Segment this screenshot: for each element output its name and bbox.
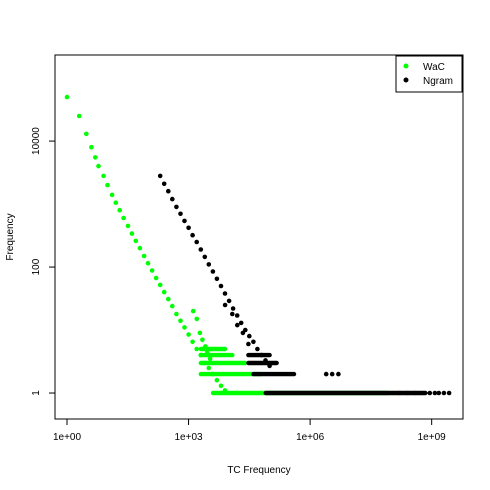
- data-point: [182, 325, 187, 330]
- y-tick-label: 1: [31, 390, 42, 396]
- data-point: [432, 390, 438, 396]
- data-point: [157, 173, 163, 179]
- data-point: [153, 275, 159, 281]
- data-point: [170, 303, 175, 309]
- data-point: [218, 383, 224, 389]
- legend-marker-wac: [403, 63, 409, 69]
- data-point: [178, 318, 183, 324]
- data-point: [113, 200, 119, 205]
- data-point: [76, 113, 82, 119]
- legend: WaC Ngram: [395, 55, 463, 93]
- plot-frame: [54, 54, 464, 420]
- data-point: [121, 215, 126, 221]
- data-point: [129, 231, 135, 236]
- x-tick-label: 1e+00: [53, 432, 82, 443]
- data-point: [174, 204, 179, 210]
- data-point: [166, 296, 171, 302]
- data-point: [190, 308, 196, 314]
- data-point: [214, 377, 220, 383]
- data-point: [186, 225, 191, 231]
- data-point: [89, 144, 94, 150]
- data-point: [207, 356, 213, 362]
- data-point: [206, 262, 212, 267]
- data-point: [145, 260, 151, 266]
- data-point: [149, 268, 155, 273]
- plot-points: [64, 94, 452, 396]
- data-point: [222, 291, 228, 296]
- data-point: [125, 223, 131, 229]
- data-point: [93, 155, 98, 160]
- legend-marker-ngram: [403, 77, 409, 83]
- data-point: [206, 365, 212, 371]
- data-point: [133, 238, 139, 244]
- data-point: [323, 371, 329, 377]
- data-point: [186, 332, 191, 337]
- legend-label-ngram: Ngram: [423, 76, 453, 87]
- data-point: [251, 339, 256, 345]
- data-point: [235, 322, 240, 328]
- data-point: [105, 182, 110, 188]
- data-point: [336, 371, 341, 377]
- data-point: [446, 390, 452, 396]
- data-point: [427, 390, 433, 396]
- data-point: [141, 253, 147, 259]
- y-tick-label: 100: [31, 258, 42, 275]
- data-point: [194, 346, 199, 352]
- data-point: [101, 173, 106, 179]
- data-point: [174, 311, 179, 317]
- data-point: [238, 320, 244, 326]
- data-point: [230, 306, 236, 311]
- data-point: [166, 188, 171, 194]
- series-ngram: [157, 173, 452, 396]
- data-point: [214, 276, 220, 282]
- legend-label-wac: WaC: [423, 62, 445, 73]
- data-point: [96, 163, 101, 169]
- data-point: [194, 316, 200, 322]
- data-point: [182, 218, 187, 224]
- data-point: [194, 239, 199, 245]
- x-tick-label: 1e+06: [296, 432, 325, 443]
- data-point: [64, 94, 70, 100]
- data-point: [255, 346, 260, 352]
- data-point: [197, 330, 203, 336]
- data-point: [210, 269, 216, 274]
- legend-box: [395, 55, 463, 93]
- data-point: [226, 298, 232, 304]
- data-point: [222, 302, 228, 308]
- data-point: [170, 196, 175, 202]
- data-point: [234, 313, 240, 318]
- y-axis: 1 100 10000: [31, 127, 55, 396]
- x-tick-label: 1e+03: [175, 432, 204, 443]
- data-point: [190, 339, 195, 345]
- data-point: [240, 330, 246, 336]
- data-point: [161, 181, 167, 187]
- data-point: [218, 283, 224, 289]
- data-point: [230, 311, 235, 317]
- data-point: [329, 371, 335, 377]
- data-point: [117, 207, 122, 213]
- data-point: [436, 390, 442, 396]
- data-point: [246, 341, 251, 347]
- data-point: [161, 289, 167, 295]
- data-point: [178, 211, 183, 217]
- x-axis-title: TC Frequency: [227, 465, 290, 476]
- data-point: [109, 192, 115, 198]
- data-point: [137, 245, 143, 251]
- data-point: [190, 232, 195, 238]
- data-point: [202, 254, 208, 260]
- y-tick-label: 10000: [31, 127, 42, 155]
- y-axis-title: Frequency: [5, 213, 16, 260]
- data-point: [200, 337, 205, 343]
- x-axis: 1e+00 1e+03 1e+06 1e+09: [53, 419, 446, 443]
- x-tick-label: 1e+09: [418, 432, 447, 443]
- data-point: [441, 390, 447, 396]
- data-point: [84, 131, 89, 137]
- data-point: [198, 247, 204, 252]
- data-point: [247, 333, 252, 339]
- data-point: [157, 282, 163, 288]
